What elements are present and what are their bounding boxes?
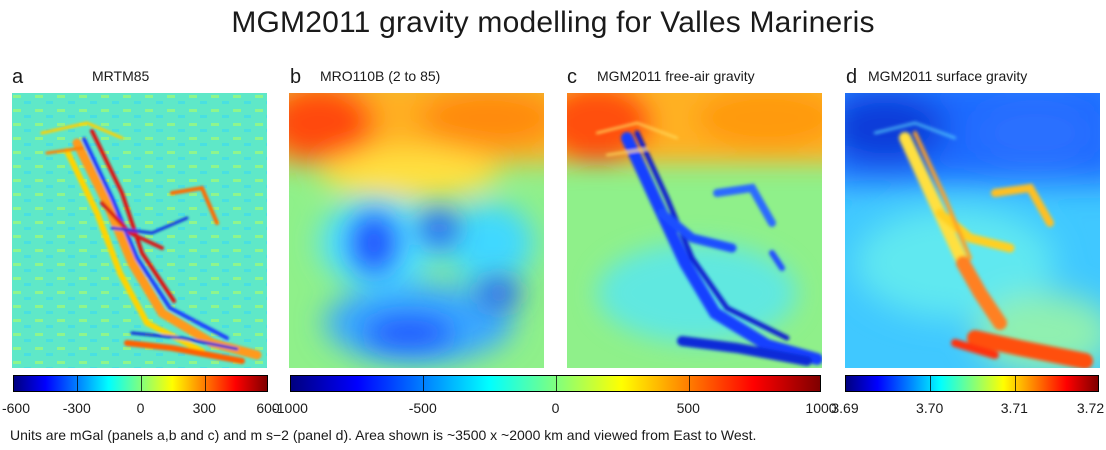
figure-title: MGM2011 gravity modelling for Valles Mar… xyxy=(231,6,875,39)
panel-c-letter: c xyxy=(567,66,577,88)
colorbar-tick-mark xyxy=(1014,376,1016,391)
colorbar-bc-tick: 0 xyxy=(551,400,560,416)
panel-a-title: MRTM85 xyxy=(92,68,150,84)
panel-d-title: MGM2011 surface gravity xyxy=(868,68,1028,84)
colorbar-bc-tick: -500 xyxy=(408,400,437,416)
colorbar-tick-mark xyxy=(930,376,932,391)
panel-c-title: MGM2011 free-air gravity xyxy=(597,68,755,84)
panel-c-map xyxy=(567,93,822,368)
colorbar-a-tick: 0 xyxy=(136,400,145,416)
colorbar-a-tick: 300 xyxy=(192,400,216,416)
colorbar-tick-mark xyxy=(688,376,690,391)
panel-d-map xyxy=(845,93,1100,368)
colorbar-bc xyxy=(290,375,821,392)
colorbar-tick-mark xyxy=(423,376,425,391)
panel-b-title: MRO110B (2 to 85) xyxy=(320,68,441,84)
colorbar-d-tick: 3.71 xyxy=(1000,400,1028,416)
colorbar-d-tick: 3.69 xyxy=(831,400,859,416)
panel-a-map xyxy=(12,93,267,368)
colorbar-tick-mark xyxy=(141,376,142,391)
colorbar-d xyxy=(845,375,1099,392)
colorbar-a-tick: 600 xyxy=(256,400,280,416)
colorbar-bc-tick: 1000 xyxy=(805,400,837,416)
colorbar-a xyxy=(13,375,268,392)
colorbar-tick-mark xyxy=(77,376,79,391)
colorbar-a-tick: -300 xyxy=(62,400,91,416)
panel-b-letter: b xyxy=(290,66,302,88)
colorbar-bc-tick: -1000 xyxy=(272,400,308,416)
panel-d-letter: d xyxy=(846,66,858,88)
colorbar-tick-mark xyxy=(556,376,557,391)
panel-b-map xyxy=(289,93,544,368)
panel-a-letter: a xyxy=(12,66,24,88)
colorbar-tick-mark xyxy=(204,376,206,391)
colorbar-a-tick: -600 xyxy=(1,400,31,416)
colorbar-bc-tick: 500 xyxy=(676,400,700,416)
figure-caption: Units are mGal (panels a,b and c) and m … xyxy=(10,427,757,443)
colorbar-d-tick: 3.72 xyxy=(1076,400,1105,416)
colorbar-d-tick: 3.70 xyxy=(916,400,944,416)
